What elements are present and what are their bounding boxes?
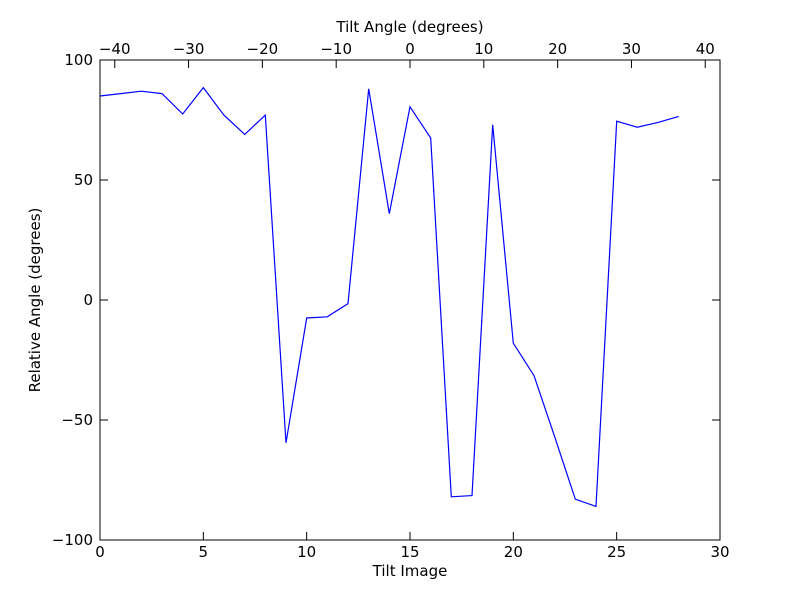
y-tick-label: −50: [61, 411, 93, 429]
y-axis-label: Relative Angle (degrees): [26, 208, 44, 393]
x-tick-label: 30: [710, 543, 729, 561]
plot-frame: [99, 59, 721, 541]
y-tick-label: −100: [52, 531, 93, 549]
top-x-tick-label: −40: [99, 40, 131, 58]
top-x-axis-label: Tilt Angle (degrees): [335, 18, 483, 36]
x-tick-label: 25: [607, 543, 626, 561]
x-tick-label: 0: [95, 543, 105, 561]
y-tick-label: 50: [74, 171, 93, 189]
x-tick-label: 5: [199, 543, 209, 561]
series-line-0: [99, 86, 679, 508]
top-x-tick-label: 0: [405, 40, 415, 58]
x-tick-label: 20: [504, 543, 523, 561]
y-tick-label: 0: [83, 291, 93, 309]
y-tick-label: 100: [64, 51, 93, 69]
top-x-tick-label: −20: [247, 40, 279, 58]
series-layer: [99, 86, 679, 508]
x-axis-label: Tilt Image: [372, 562, 448, 580]
top-x-tick-label: 30: [622, 40, 641, 58]
x-tick-label: 10: [297, 543, 316, 561]
top-x-tick-label: 20: [548, 40, 567, 58]
top-x-tick-label: −30: [173, 40, 205, 58]
top-x-tick-label: 10: [474, 40, 493, 58]
ticks-layer: 0 5 10 15 20 25 30−40 −30 −20 −10 0 10 20 30 40−100−50…: [52, 40, 730, 561]
top-x-tick-label: 40: [696, 40, 715, 58]
x-tick-label: 15: [400, 543, 419, 561]
top-x-tick-label: −10: [320, 40, 352, 58]
